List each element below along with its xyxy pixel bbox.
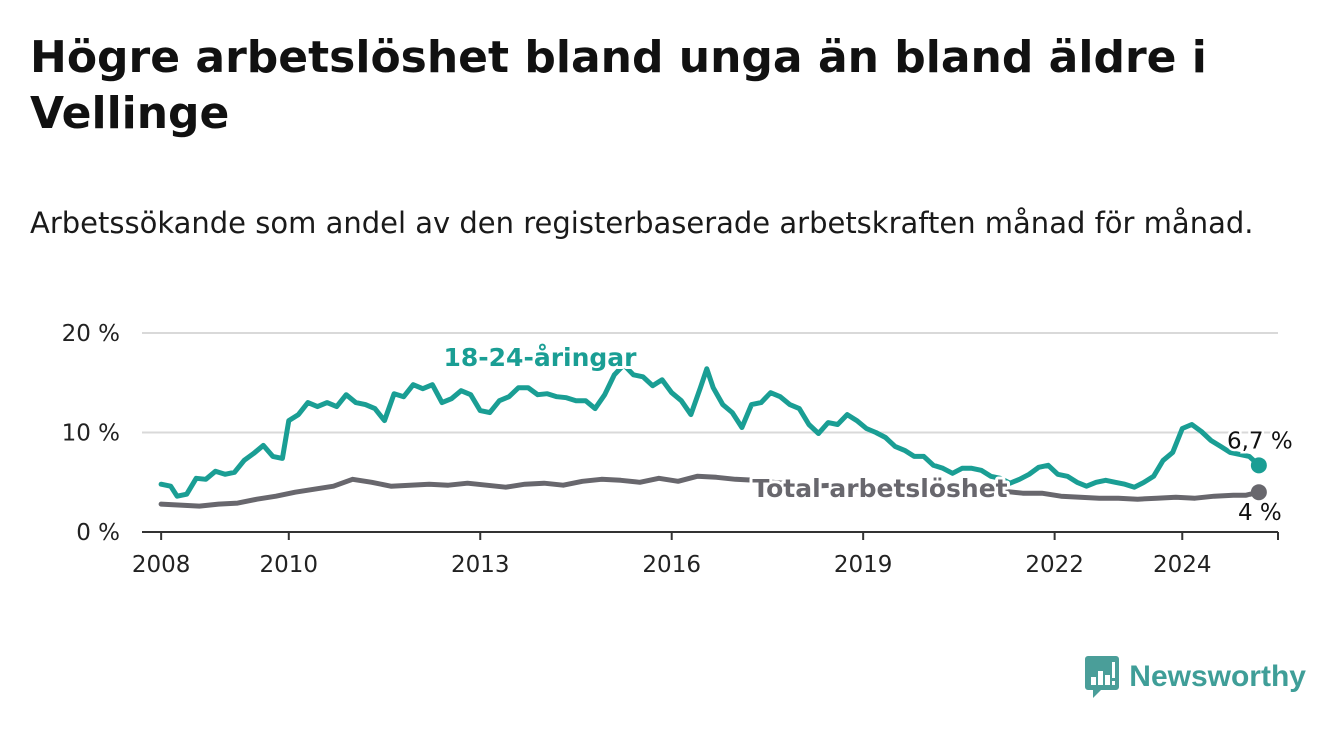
x-axis: 0 % 10 % 20 % 2008 2010 2013 2016 2019 2022 2024	[62, 321, 1279, 578]
youth-end-point	[1250, 457, 1267, 474]
total-series-label: Total arbetslöshet	[752, 474, 1007, 503]
x-tick-label: 2016	[642, 552, 701, 578]
x-tick-label: 2008	[132, 552, 191, 578]
chart-title: Högre arbetslöshet bland unga än bland ä…	[30, 32, 1207, 139]
x-tick-label: 2022	[1025, 552, 1084, 578]
y-tick-label: 10 %	[62, 421, 120, 447]
brand-name: Newsworthy	[1129, 660, 1306, 693]
bar-chart-icon	[1085, 656, 1120, 698]
series-lines	[158, 362, 1267, 509]
y-tick-label: 20 %	[62, 321, 120, 347]
chart-subtitle: Arbetssökande som andel av den registerb…	[30, 206, 1254, 240]
x-tick-label: 2013	[451, 552, 510, 578]
grid-lines	[142, 332, 1278, 434]
x-tick-label: 2024	[1153, 552, 1212, 578]
youth-end-label: 6,7 %	[1227, 428, 1293, 454]
series-labels: 18-24-åringar Total arbetslöshet 6,7 % 4 %	[441, 340, 1296, 529]
total-end-label: 4 %	[1238, 500, 1282, 526]
youth-series-line	[158, 362, 1262, 499]
total-series-line	[158, 473, 1262, 509]
total-end-point	[1250, 484, 1267, 501]
x-tick-label: 2010	[260, 552, 319, 578]
youth-series-label: 18-24-åringar	[444, 343, 638, 372]
y-tick-label: 0 %	[76, 520, 120, 546]
x-tick-label: 2019	[834, 552, 893, 578]
newsworthy-logo: Newsworthy	[1085, 656, 1306, 698]
